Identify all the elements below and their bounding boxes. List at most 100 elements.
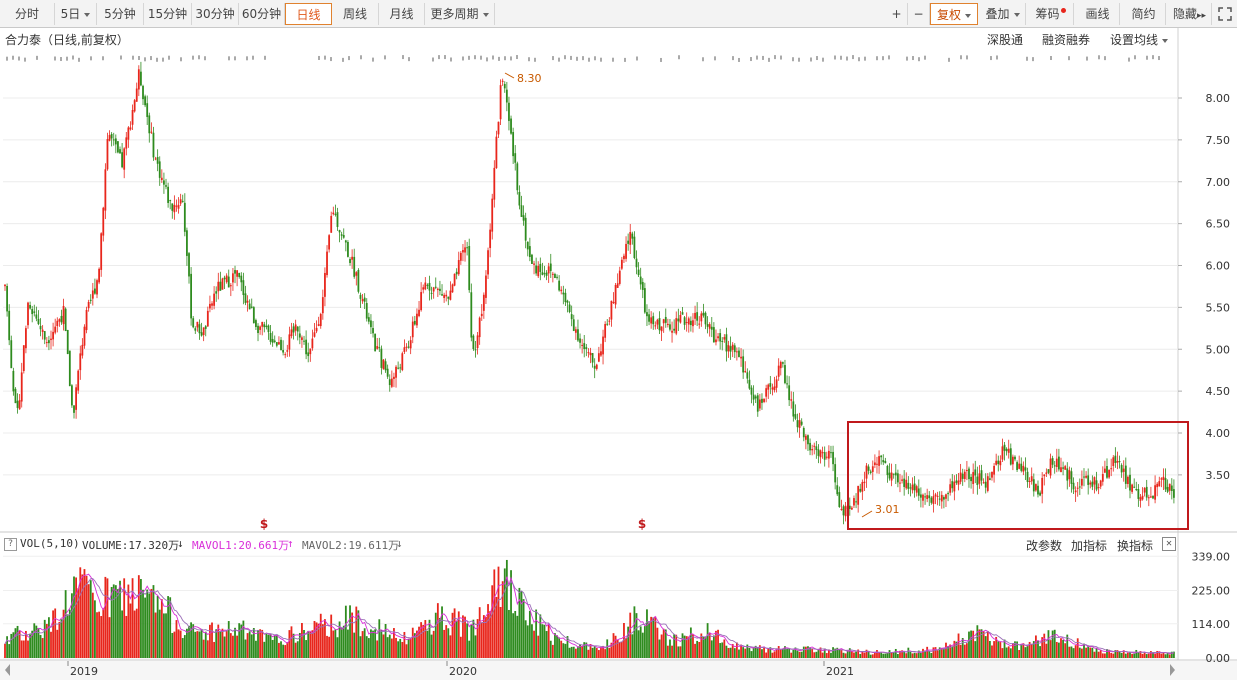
candle-body [160,177,163,180]
add-indicator-button[interactable]: 加指标 [1071,539,1108,553]
candle-body [462,249,464,253]
volume-bar [372,630,374,658]
candle-body [1083,476,1085,478]
change-params-button[interactable]: 改参数 [1026,539,1063,553]
help-icon[interactable]: ? [4,538,17,551]
candle-body [597,353,600,362]
volume-bar [595,648,598,658]
volume-bar [140,579,142,658]
draw-line-button[interactable]: 画线 [1076,3,1120,25]
candle-body [988,478,991,480]
candle-body [817,449,820,456]
period-tab-4[interactable]: 30分钟 [192,3,239,25]
volume-bar [263,641,266,658]
volume-bar [725,645,728,658]
candle-body [982,482,985,484]
draw-line-button-label: 画线 [1085,7,1110,21]
candle-body [568,304,571,313]
volume-bar [698,641,701,658]
event-marker [468,55,470,60]
fullscreen-icon[interactable] [1214,3,1236,25]
simple-mode-button[interactable]: 简约 [1122,3,1166,25]
hide-button[interactable]: 隐藏▸▸ [1168,3,1212,25]
volume-bar [319,613,322,658]
candle-body [378,347,381,349]
event-marker [72,55,74,60]
candle-body [96,280,98,295]
zoom-out-button[interactable]: − [908,3,930,25]
period-tab-8[interactable]: 月线 [379,3,425,25]
candle-body [570,314,573,320]
candle-body [85,309,88,331]
zoom-in-button[interactable]: + [886,3,908,25]
volume-bar [786,648,788,658]
volume-bar [123,578,126,658]
close-icon[interactable]: ✕ [1162,537,1176,551]
fuquan-button[interactable]: 复权 [930,3,978,25]
volume-bar [631,634,634,658]
header-link-1[interactable]: 融资融券 [1042,33,1091,47]
volume-bar [62,609,65,658]
period-tab-6[interactable]: 日线 [285,3,332,25]
period-tab-1[interactable]: 5日 [55,3,97,25]
candle-body [959,472,962,482]
candle-body [301,337,303,340]
candle-body [1066,468,1069,481]
period-tab-label: 60分钟 [241,7,282,21]
volume-bar [664,629,667,658]
period-tab-5[interactable]: 60分钟 [239,3,285,25]
volume-bar [261,629,264,658]
low-price-annotation: 3.01 [875,503,900,516]
event-marker [408,57,410,62]
candle-body [18,400,21,410]
period-tab-7[interactable]: 周线 [332,3,379,25]
simple-mode-button-label: 简约 [1131,7,1156,21]
overlay-button[interactable]: 叠加 [980,3,1026,25]
candle-body [949,484,952,493]
candle-body [445,294,448,297]
event-marker [966,55,968,60]
volume-bar [1060,638,1062,658]
volume-bar [1083,643,1085,658]
candle-body [292,326,295,333]
volume-bar [761,649,763,658]
candle-body [997,460,1000,465]
candle-body [802,427,805,438]
candle-body [148,115,151,134]
candle-body [786,383,788,385]
mavol2-value: MAVOL2:19.611万 [302,539,400,552]
candle-body [512,132,515,157]
volume-bar [313,620,316,658]
volume-bar [301,623,303,658]
candle-body [1037,485,1039,495]
switch-indicator-button[interactable]: 换指标 [1117,539,1154,553]
candle-body [167,186,170,203]
candle-body [811,449,814,451]
event-marker [18,56,20,61]
candle-body [271,338,274,343]
period-tab-9[interactable]: 更多周期 [425,3,495,25]
candle-body [68,350,71,387]
candle-body [380,348,383,368]
period-tab-0[interactable]: 分时 [0,3,55,25]
header-link-0[interactable]: 深股通 [987,33,1024,47]
candle-body [721,340,724,342]
period-tab-3[interactable]: 15分钟 [144,3,192,25]
scroll-left-icon[interactable] [5,664,10,676]
candle-body [779,361,782,369]
candle-body [986,476,989,491]
volume-bar [1164,654,1167,658]
period-tab-2[interactable]: 5分钟 [97,3,144,25]
volume-bar [142,589,144,658]
chips-button[interactable]: 筹码 [1028,3,1074,25]
scroll-right-icon[interactable] [1170,664,1175,676]
header-link-2[interactable]: 设置均线 [1110,31,1169,48]
volume-bar [459,636,462,658]
volume-bar [470,625,473,658]
candle-body [947,493,949,495]
volume-bar [56,629,59,658]
candle-body [606,323,609,325]
volume-bar [474,635,477,658]
candle-body [173,204,176,213]
